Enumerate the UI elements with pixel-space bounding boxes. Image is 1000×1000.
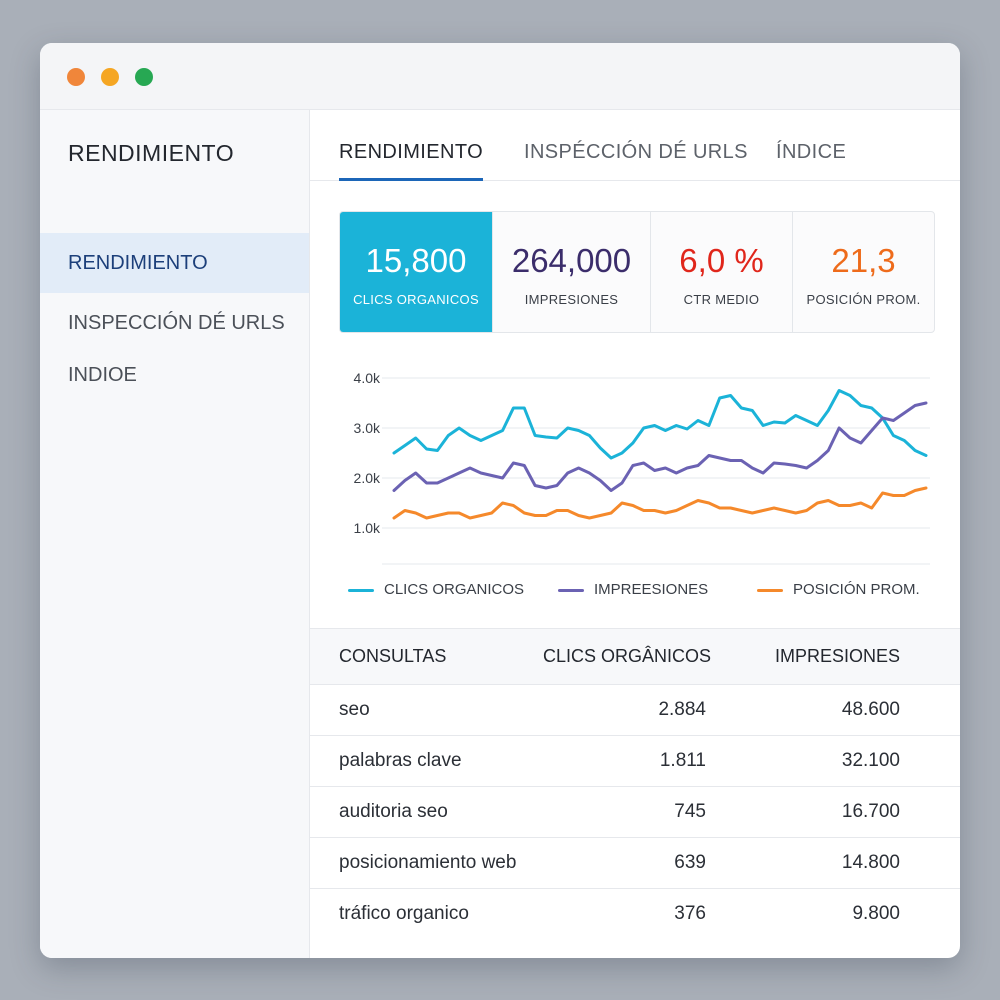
cell-clicks: 639 bbox=[674, 852, 706, 873]
y-tick-label: 2.0k bbox=[354, 470, 381, 486]
sidebar: RENDIMIENTO RENDIMIENTO INSPECCIÓN DÉ UR… bbox=[40, 110, 310, 958]
stat-label: CLICS ORGANICOS bbox=[353, 292, 479, 307]
table-header: CONSULTAS CLICS ORGÂNICOS IMPRESIONES bbox=[310, 628, 960, 685]
table-row[interactable]: posicionamiento web 639 14.800 bbox=[310, 837, 960, 889]
legend-swatch bbox=[348, 588, 374, 592]
cell-query: tráfico organico bbox=[339, 903, 469, 924]
sidebar-title: RENDIMIENTO bbox=[68, 140, 235, 166]
stat-label: IMPRESIONES bbox=[524, 292, 619, 307]
sidebar-item-indice[interactable]: INDIOE bbox=[68, 364, 137, 386]
performance-line-chart: 4.0k 3.0k 2.0k 1.0k bbox=[354, 370, 930, 565]
chart-legend: CLICS ORGANICOS IMPREESIONES POSICIÓN PR… bbox=[310, 575, 960, 605]
cell-impressions: 48.600 bbox=[841, 699, 900, 720]
stat-value: 6,0 % bbox=[679, 242, 764, 279]
tab-rendimiento[interactable]: RENDIMIENTO bbox=[339, 141, 484, 163]
close-window-icon[interactable] bbox=[67, 68, 85, 86]
column-header-clics[interactable]: CLICS ORGÂNICOS bbox=[543, 646, 712, 666]
cell-impressions: 14.800 bbox=[841, 852, 900, 873]
tab-indice[interactable]: ÍNDICE bbox=[776, 141, 847, 163]
table-row[interactable]: seo 2.884 48.600 bbox=[310, 684, 960, 736]
stat-label: CTR MEDIO bbox=[683, 292, 760, 307]
minimize-window-icon[interactable] bbox=[101, 68, 119, 86]
app-window: RENDIMIENTO RENDIMIENTO INSPECCIÓN DÉ UR… bbox=[40, 43, 960, 958]
sidebar-item-inspeccion-urls[interactable]: INSPECCIÓN DÉ URLS bbox=[68, 312, 285, 334]
tab-bar: RENDIMIENTO INSPÉCCIÓN DÉ URLS ÍNDICE bbox=[310, 110, 960, 181]
cell-impressions: 32.100 bbox=[841, 750, 900, 771]
sidebar-item-rendimiento[interactable]: RENDIMIENTO bbox=[40, 233, 309, 293]
table-row[interactable]: auditoria seo 745 16.700 bbox=[310, 786, 960, 838]
legend-label: IMPREESIONES bbox=[594, 581, 709, 598]
legend-item-clics[interactable]: CLICS ORGANICOS bbox=[348, 575, 524, 605]
stat-value: 264,000 bbox=[511, 242, 632, 279]
table-row[interactable]: palabras clave 1.811 32.100 bbox=[310, 735, 960, 787]
cell-clicks: 2.884 bbox=[658, 699, 706, 720]
stat-clics-organicos[interactable]: 15,800 CLICS ORGANICOS bbox=[340, 212, 493, 332]
stat-posicion-prom[interactable]: 21,3 POSICIÓN PROM. bbox=[793, 212, 934, 332]
stat-ctr-medio[interactable]: 6,0 % CTR MEDIO bbox=[651, 212, 793, 332]
tab-inspeccion-urls[interactable]: INSPÉCCIÓN DÉ URLS bbox=[524, 141, 748, 163]
title-bar bbox=[40, 43, 960, 110]
series-line-2[interactable] bbox=[392, 486, 928, 520]
summary-stats: 15,800 CLICS ORGANICOS 264,000 IMPRESION… bbox=[339, 211, 935, 333]
stat-value: 15,800 bbox=[365, 242, 467, 279]
stat-impresiones[interactable]: 264,000 IMPRESIONES bbox=[493, 212, 651, 332]
y-tick-label: 1.0k bbox=[354, 520, 381, 536]
cell-query: posicionamiento web bbox=[339, 852, 517, 873]
column-header-impresiones[interactable]: IMPRESIONES bbox=[775, 646, 901, 666]
cell-clicks: 745 bbox=[674, 801, 706, 822]
table-row[interactable]: tráfico organico 376 9.800 bbox=[310, 888, 960, 939]
legend-item-posicion[interactable]: POSICIÓN PROM. bbox=[757, 575, 920, 605]
cell-impressions: 16.700 bbox=[841, 801, 900, 822]
maximize-window-icon[interactable] bbox=[135, 68, 153, 86]
cell-clicks: 376 bbox=[674, 903, 706, 924]
legend-item-impresiones[interactable]: IMPREESIONES bbox=[558, 575, 708, 605]
series-line-0[interactable] bbox=[392, 389, 928, 460]
active-tab-indicator bbox=[339, 178, 483, 181]
cell-clicks: 1.811 bbox=[659, 750, 706, 771]
legend-swatch bbox=[757, 588, 783, 592]
cell-query: palabras clave bbox=[339, 750, 462, 771]
cell-query: auditoria seo bbox=[339, 801, 448, 822]
cell-query: seo bbox=[339, 699, 370, 720]
legend-label: CLICS ORGANICOS bbox=[384, 581, 525, 598]
column-header-consultas[interactable]: CONSULTAS bbox=[339, 646, 447, 666]
legend-label: POSICIÓN PROM. bbox=[793, 581, 920, 598]
series-line-1[interactable] bbox=[392, 401, 928, 492]
stat-label: POSICIÓN PROM. bbox=[806, 292, 921, 307]
stat-value: 21,3 bbox=[831, 242, 896, 279]
y-tick-label: 4.0k bbox=[354, 370, 381, 386]
legend-swatch bbox=[558, 588, 584, 592]
cell-impressions: 9.800 bbox=[852, 903, 900, 924]
y-tick-label: 3.0k bbox=[354, 420, 381, 436]
